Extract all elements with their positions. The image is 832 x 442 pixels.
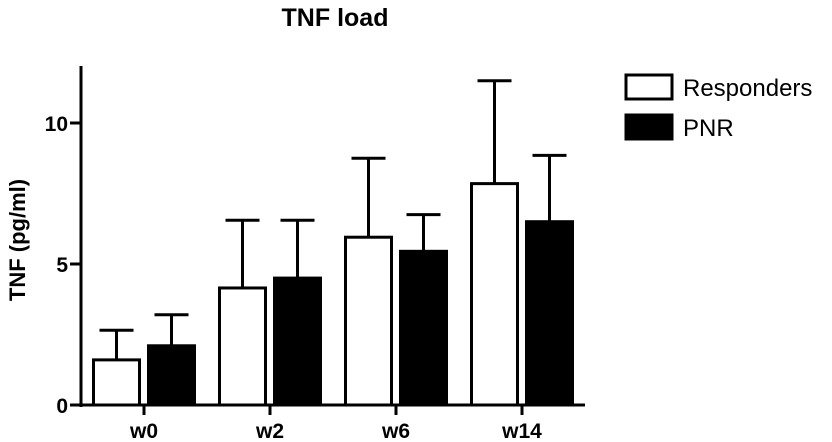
x-tick-label: w2 bbox=[255, 420, 284, 442]
x-tick-label: w6 bbox=[381, 420, 410, 442]
x-tick-label: w14 bbox=[501, 420, 542, 442]
legend-label: PNR bbox=[683, 115, 734, 142]
bar-responders bbox=[218, 286, 267, 407]
y-axis-label: TNF (pg/ml) bbox=[5, 179, 30, 301]
x-tick-label: w0 bbox=[129, 420, 158, 442]
bar-responders bbox=[344, 235, 393, 407]
bar-responders bbox=[92, 358, 141, 407]
bar-pnr bbox=[147, 344, 196, 407]
bar-pnr bbox=[399, 249, 448, 407]
y-tick-label: 0 bbox=[56, 395, 68, 418]
legend-label: Responders bbox=[683, 75, 812, 102]
y-tick-label: 10 bbox=[45, 113, 68, 136]
y-tick-label: 5 bbox=[56, 254, 68, 277]
chart-title: TNF load bbox=[282, 4, 389, 32]
bar-responders bbox=[470, 182, 519, 407]
legend-swatch bbox=[624, 113, 674, 141]
bar-pnr bbox=[273, 276, 322, 407]
bar-pnr bbox=[525, 220, 574, 407]
plot-area: 0 5 10 w0 w2 w6 w14 bbox=[45, 66, 585, 442]
legend: Responders PNR bbox=[624, 73, 812, 142]
legend-swatch bbox=[624, 73, 674, 101]
